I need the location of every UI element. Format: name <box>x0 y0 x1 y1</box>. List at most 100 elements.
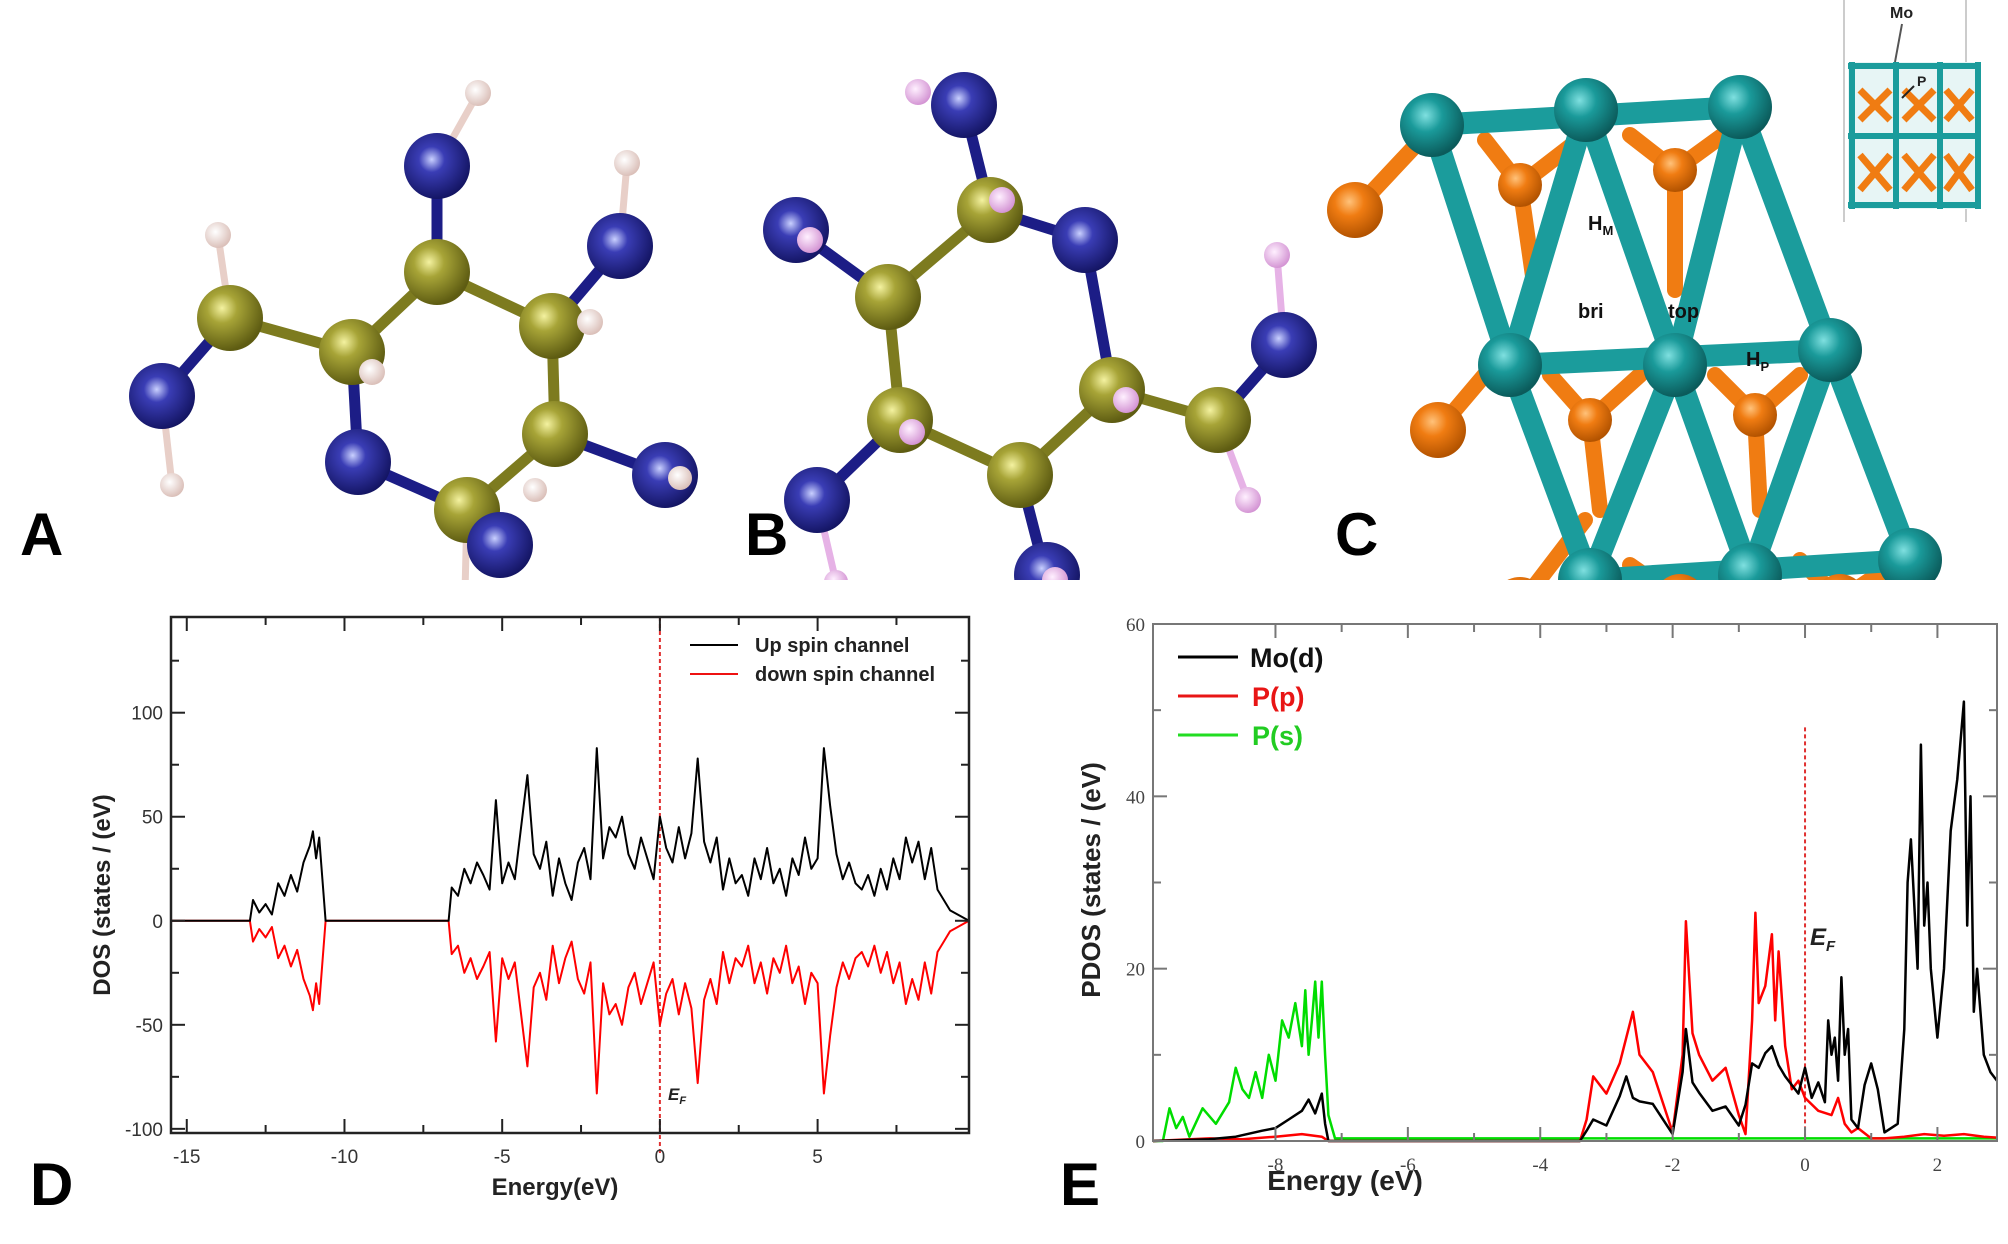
inset-label-mo: Mo <box>1890 5 1913 22</box>
nitrogen-atom <box>325 429 391 495</box>
phosphorus-atom <box>1733 393 1777 437</box>
molybdenum-atom <box>1718 543 1782 607</box>
molybdenum-atom <box>1878 528 1942 592</box>
nitrogen-atom <box>931 72 997 138</box>
site-label-hollow-p: HP <box>1746 349 1769 374</box>
nitrogen-atom <box>763 197 829 263</box>
dos-plot-area <box>171 617 970 1153</box>
pdos-plot-area <box>1152 700 1998 1143</box>
molybdenum-atom <box>1798 318 1862 382</box>
nitrogen-atom <box>1052 207 1118 273</box>
y-tick-label: 60 <box>1126 615 1145 636</box>
nitrogen-atom <box>467 512 533 578</box>
plot-frame <box>169 615 971 1135</box>
pdos-legend: Mo(d) P(p) P(s) <box>1178 643 1323 751</box>
series-line <box>1152 700 1998 1143</box>
hydrogen-atom <box>989 187 1015 213</box>
x-tick-label: -5 <box>494 1147 511 1168</box>
carbon-atom <box>855 264 921 330</box>
hydrogen-atom <box>905 79 931 105</box>
panel-label-a: A <box>20 501 64 568</box>
panel-a-molecule: A <box>0 0 700 604</box>
legend-mo-d: Mo(d) <box>1250 643 1323 673</box>
series-line <box>171 919 970 1095</box>
hydrogen-atom <box>797 227 823 253</box>
series-line <box>1152 911 1998 1143</box>
mop-surface-structure: HM bri top HP <box>1327 0 1981 633</box>
carbon-atom <box>197 285 263 351</box>
dos-y-axis-label: DOS (states / (eV) <box>89 794 116 995</box>
hydrogen-atom <box>577 309 603 335</box>
hydrogen-atom <box>359 359 385 385</box>
x-tick-label: -2 <box>1665 1155 1681 1176</box>
x-tick-label: -15 <box>173 1147 200 1168</box>
x-tick-label: 0 <box>655 1147 666 1168</box>
nitrogen-atom <box>784 467 850 533</box>
pdos-x-axis-label: Energy (eV) <box>1267 1165 1423 1196</box>
y-tick-label: 20 <box>1126 960 1145 981</box>
y-tick-label: 100 <box>131 704 163 725</box>
molecule-a-structure <box>129 80 698 604</box>
hydrogen-atom <box>1264 242 1290 268</box>
panel-label-e: E <box>1060 1151 1101 1218</box>
nitrogen-atom <box>587 213 653 279</box>
phosphorus-atom <box>1327 182 1383 238</box>
molybdenum-atom <box>1643 333 1707 397</box>
hydrogen-atom <box>1235 487 1261 513</box>
molybdenum-atom <box>1708 75 1772 139</box>
legend-down-spin: down spin channel <box>755 664 935 686</box>
x-tick-label: -10 <box>331 1147 358 1168</box>
y-tick-label: -100 <box>125 1120 163 1141</box>
carbon-atom <box>522 401 588 467</box>
hydrogen-atom <box>160 473 184 497</box>
series-line <box>1153 980 1997 1143</box>
hydrogen-atom <box>465 80 491 106</box>
carbon-atom <box>957 177 1023 243</box>
molybdenum-atom <box>1478 333 1542 397</box>
inset-bulk-structure: Mo P <box>1843 0 1981 222</box>
inset-label-p: P <box>1917 73 1926 89</box>
y-tick-label: -50 <box>136 1016 163 1037</box>
y-tick-label: 0 <box>152 912 163 933</box>
hydrogen-atom <box>824 570 848 594</box>
panel-b-molecule: B <box>700 0 1320 608</box>
legend-p-p: P(p) <box>1252 682 1304 712</box>
x-tick-label: -8 <box>1268 1155 1284 1176</box>
molecule-b-structure <box>763 72 1317 608</box>
panel-label-d: D <box>30 1151 74 1218</box>
panel-e-pdos-chart: -8 -6 -4 -2 0 2 0 20 40 60 PDOS (states / (eV) En… <box>1000 590 2008 1239</box>
phosphorus-atom <box>1498 163 1542 207</box>
phosphorus-atom <box>1653 148 1697 192</box>
y-tick-label: 40 <box>1126 787 1145 808</box>
x-tick-label: 5 <box>812 1147 823 1168</box>
panel-label-c: C <box>1335 501 1379 568</box>
x-tick-label: -4 <box>1532 1155 1548 1176</box>
carbon-atom <box>404 239 470 305</box>
site-label-bridge: bri <box>1578 301 1604 323</box>
y-tick-label: 0 <box>1136 1132 1146 1153</box>
dos-x-axis-label: Energy(eV) <box>492 1174 619 1201</box>
nitrogen-atom <box>404 133 470 199</box>
carbon-atom <box>987 442 1053 508</box>
panel-c-surface: HM bri top HP <box>1300 0 2008 633</box>
carbon-atom <box>1185 387 1251 453</box>
nitrogen-atom <box>632 442 698 508</box>
hydrogen-atom <box>899 419 925 445</box>
carbon-atom <box>519 293 585 359</box>
panel-label-b: B <box>745 501 789 568</box>
hydrogen-atom <box>614 150 640 176</box>
carbon-atom <box>867 387 933 453</box>
molybdenum-atom <box>1400 93 1464 157</box>
y-tick-label: 50 <box>142 808 163 829</box>
dos-legend: Up spin channel down spin channel <box>690 635 935 686</box>
x-tick-label: 2 <box>1933 1155 1943 1176</box>
carbon-atom <box>1079 357 1145 423</box>
hydrogen-atom <box>668 466 692 490</box>
x-tick-label: -6 <box>1400 1155 1416 1176</box>
legend-up-spin: Up spin channel <box>755 635 909 657</box>
legend-p-s: P(s) <box>1252 721 1303 751</box>
